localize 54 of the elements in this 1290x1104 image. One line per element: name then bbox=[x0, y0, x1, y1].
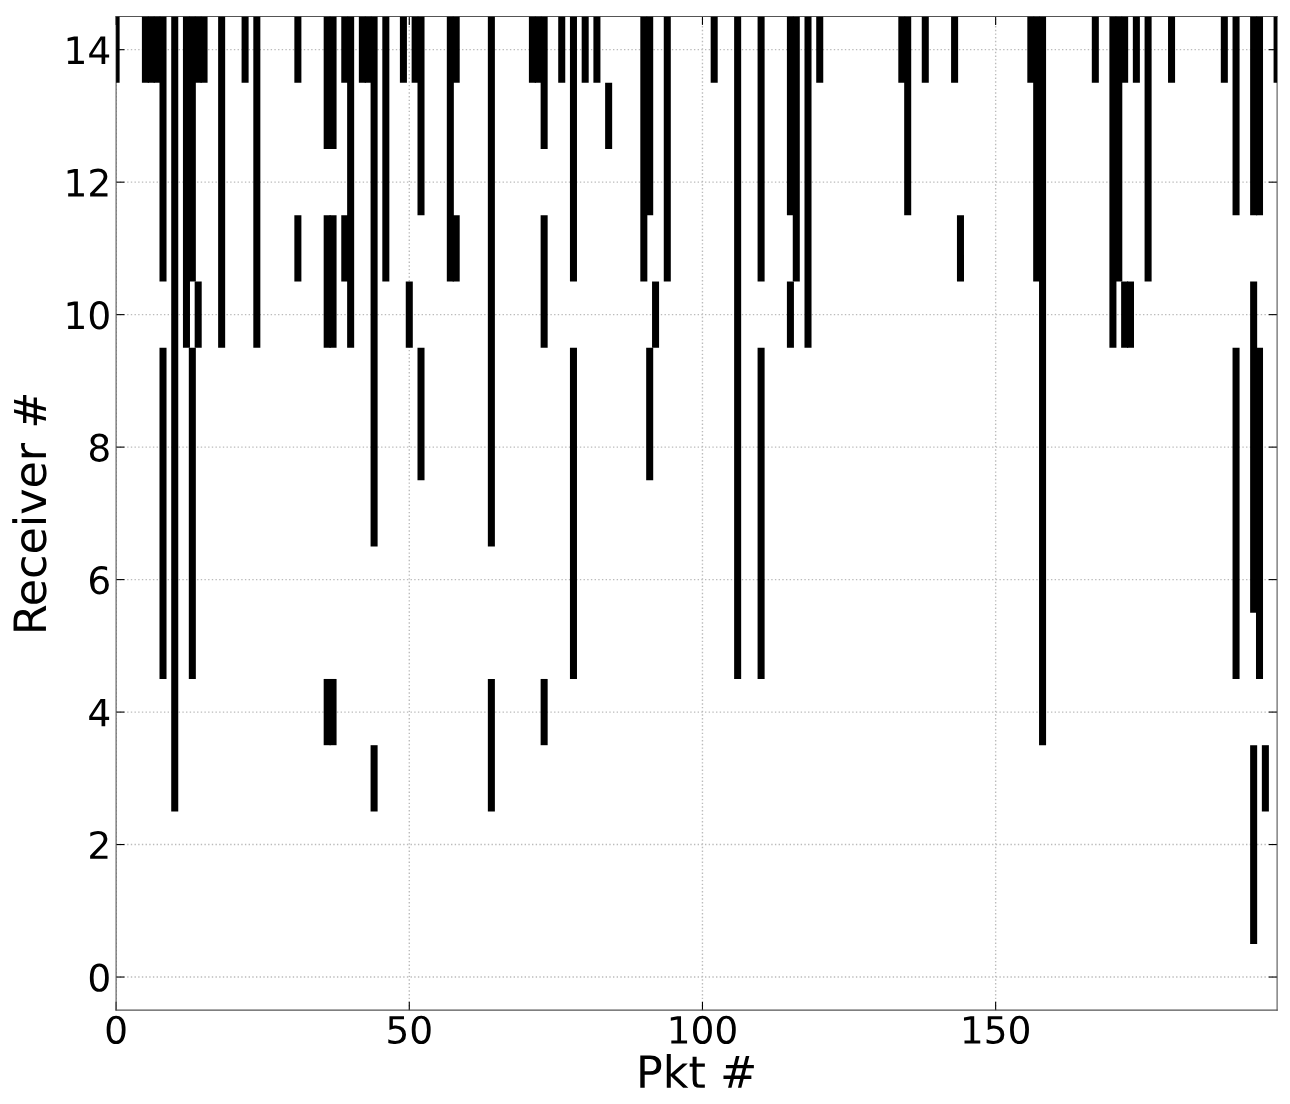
bar bbox=[921, 16, 929, 83]
y-tick-label: 8 bbox=[89, 433, 109, 462]
bar bbox=[1144, 16, 1152, 282]
bar bbox=[558, 16, 566, 83]
bar bbox=[218, 16, 226, 348]
bar bbox=[816, 16, 824, 83]
bar bbox=[417, 347, 425, 481]
bar bbox=[405, 281, 413, 348]
bar bbox=[569, 347, 577, 679]
x-tick-label: 50 bbox=[388, 1015, 431, 1045]
bar bbox=[399, 16, 407, 83]
bar bbox=[757, 347, 765, 679]
bar bbox=[540, 215, 548, 348]
bar bbox=[370, 745, 378, 812]
bar bbox=[253, 16, 261, 348]
y-tick-label: 2 bbox=[90, 830, 108, 859]
bar bbox=[951, 16, 959, 83]
bar bbox=[1168, 16, 1176, 83]
bar bbox=[241, 16, 249, 83]
bar bbox=[159, 347, 167, 679]
bar bbox=[1091, 16, 1099, 83]
y-tick-label: 10 bbox=[67, 301, 109, 330]
bar bbox=[1250, 745, 1258, 944]
bar bbox=[171, 16, 179, 812]
bar bbox=[1232, 347, 1240, 679]
bar bbox=[294, 215, 302, 282]
bar bbox=[569, 16, 577, 282]
bar bbox=[1261, 745, 1269, 812]
y-tick-label: 4 bbox=[89, 698, 110, 727]
bar bbox=[540, 678, 548, 746]
bar bbox=[581, 16, 589, 83]
bar bbox=[663, 16, 671, 282]
bar bbox=[734, 16, 742, 679]
bar bbox=[804, 16, 812, 348]
bar bbox=[757, 16, 765, 282]
bar bbox=[1232, 16, 1240, 216]
x-axis-title: Pkt # bbox=[640, 1054, 754, 1088]
y-tick-label: 0 bbox=[89, 963, 109, 992]
x-tick-label: 150 bbox=[963, 1015, 1029, 1045]
bar bbox=[382, 16, 390, 282]
bar bbox=[487, 678, 495, 812]
x-tick-label: 100 bbox=[670, 1015, 736, 1045]
y-axis-title: Receiver # bbox=[12, 394, 47, 631]
y-tick-label: 14 bbox=[67, 36, 110, 64]
bar bbox=[487, 16, 495, 547]
bar bbox=[1132, 16, 1140, 83]
bar bbox=[710, 16, 718, 83]
bar bbox=[605, 82, 613, 150]
bar bbox=[294, 16, 302, 83]
bar bbox=[593, 16, 601, 83]
bar bbox=[956, 215, 964, 282]
y-tick-label: 6 bbox=[90, 566, 109, 595]
bar bbox=[1220, 16, 1228, 83]
y-tick-label: 12 bbox=[67, 168, 108, 197]
